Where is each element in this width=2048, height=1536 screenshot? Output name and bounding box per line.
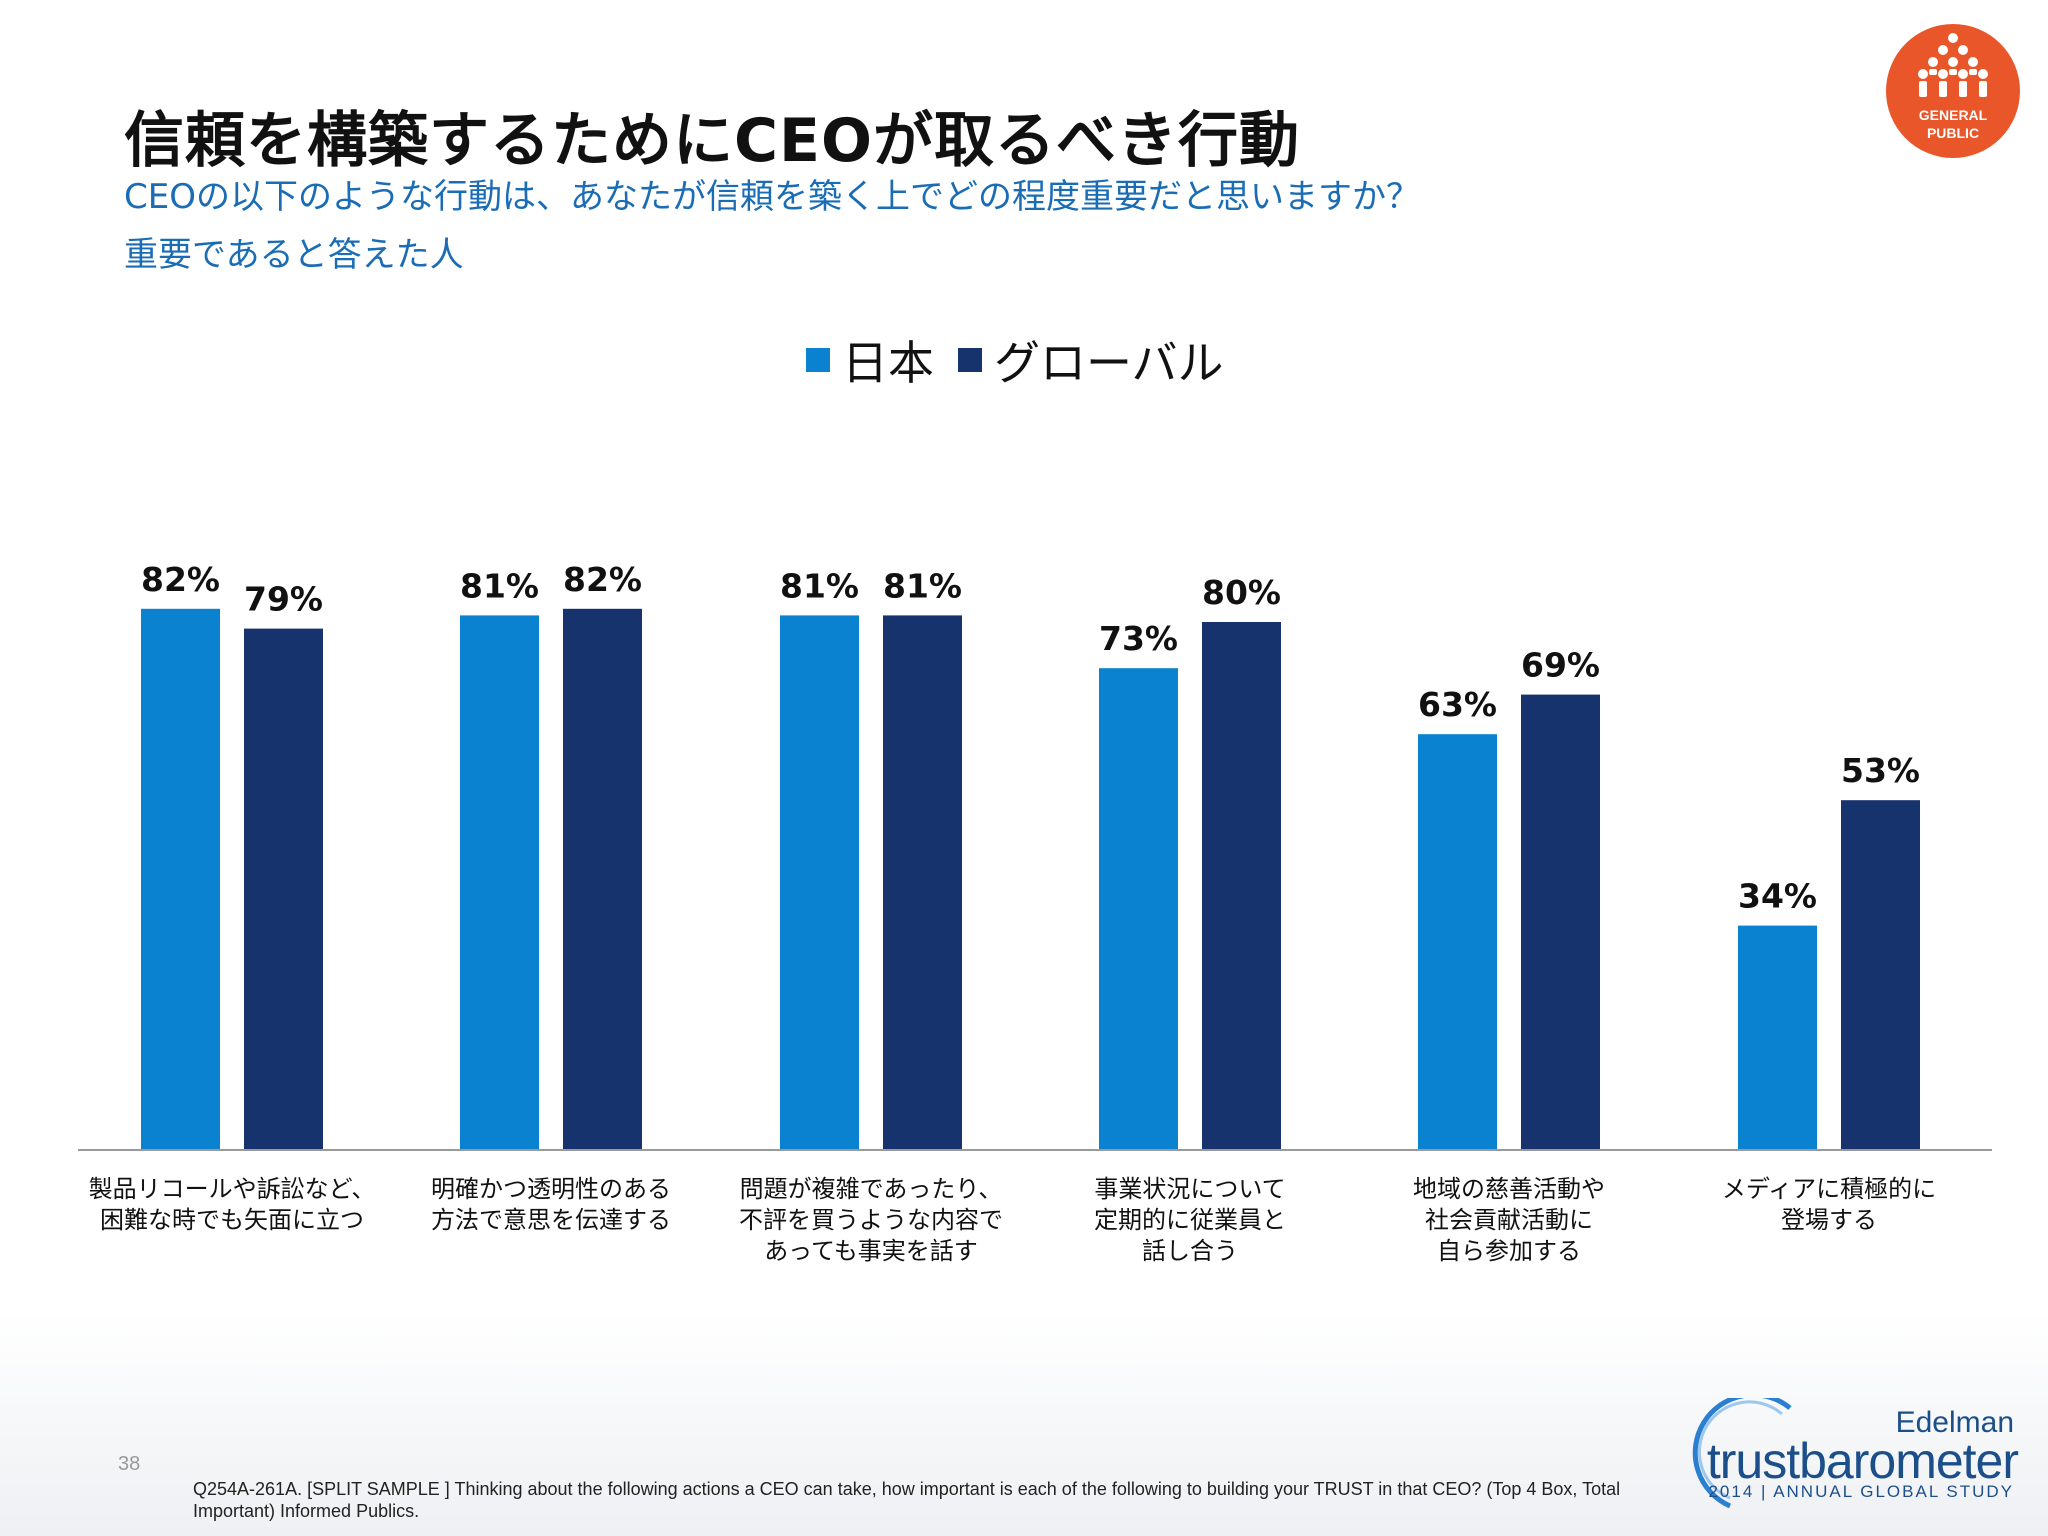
badge-label-line2: PUBLIC bbox=[1926, 125, 1980, 141]
category-label-3-1: 定期的に従業員と bbox=[1094, 1206, 1286, 1234]
bar-global-3 bbox=[1202, 622, 1281, 1150]
page-number: 38 bbox=[118, 1453, 141, 1475]
chart-legend: 日本 グローバル bbox=[806, 330, 1224, 390]
data-label-global-4: 69% bbox=[1521, 646, 1600, 685]
category-label-3-2: 話し合う bbox=[1142, 1237, 1238, 1265]
bar-japan-5 bbox=[1738, 925, 1817, 1150]
page-title: 信頼を構築するためにCEOが取るべき行動 bbox=[124, 106, 1301, 176]
bar-global-2 bbox=[883, 615, 962, 1150]
legend-item-japan: 日本 bbox=[806, 327, 934, 393]
data-label-global-1: 82% bbox=[563, 560, 642, 599]
category-label-4-1: 社会貢献活動に bbox=[1425, 1206, 1593, 1234]
category-label-4-0: 地域の慈善活動や bbox=[1413, 1175, 1605, 1203]
legend-swatch-global bbox=[958, 348, 982, 372]
general-public-badge: GENERAL PUBLIC bbox=[1886, 24, 2020, 158]
survey-footnote: Q254A-261A. [SPLIT SAMPLE ] Thinking abo… bbox=[193, 1479, 1621, 1521]
category-label-2-0: 問題が複雑であったり、 bbox=[740, 1175, 1003, 1203]
category-label-0-1: 困難な時でも矢面に立つ bbox=[100, 1206, 364, 1234]
subtitle-question: CEOの以下のような行動は、あなたが信頼を築く上でどの程度重要だと思いますか？ bbox=[124, 177, 1420, 217]
bar-japan-4 bbox=[1418, 734, 1497, 1150]
bar-global-5 bbox=[1841, 800, 1920, 1150]
legend-label-japan: 日本 bbox=[842, 336, 934, 390]
data-label-japan-2: 81% bbox=[780, 566, 859, 605]
bar-japan-0 bbox=[141, 608, 220, 1150]
brand-ring-icon bbox=[1692, 1398, 1792, 1508]
data-label-global-3: 80% bbox=[1202, 573, 1281, 612]
category-label-4-2: 自ら参加する bbox=[1437, 1237, 1581, 1265]
subtitle-note: 重要であると答えた人 bbox=[124, 235, 464, 275]
category-label-3-0: 事業状況について bbox=[1094, 1175, 1285, 1203]
category-label-0-0: 製品リコールや訴訟など、 bbox=[89, 1175, 376, 1203]
brand-product: trustbarometer bbox=[1706, 1433, 2019, 1489]
data-label-global-5: 53% bbox=[1841, 751, 1920, 790]
edelman-trustbarometer-logo: Edelman trustbarometer 2014 | ANNUAL GLO… bbox=[1690, 1398, 2020, 1508]
data-label-global-2: 81% bbox=[883, 566, 962, 605]
data-label-japan-0: 82% bbox=[141, 560, 220, 599]
legend-swatch-japan bbox=[806, 348, 830, 372]
badge-label: GENERAL PUBLIC bbox=[1886, 106, 2020, 142]
bar-chart: 82% 79% 製品リコールや訴訟など、困難な時でも矢面に立つ 81% 82% 明確かつ透… bbox=[78, 560, 1992, 1265]
data-label-global-0: 79% bbox=[244, 580, 323, 619]
bar-global-1 bbox=[563, 608, 642, 1150]
category-label-5-0: メディアに積極的に bbox=[1722, 1175, 1936, 1203]
brand-study: 2014 | ANNUAL GLOBAL STUDY bbox=[1708, 1482, 2014, 1501]
page-subtitle: CEOの以下のような行動は、あなたが信頼を築く上でどの程度重要だと思いますか？ … bbox=[124, 168, 1420, 284]
bar-japan-1 bbox=[460, 615, 539, 1150]
category-label-1-1: 方法で意思を伝達する bbox=[431, 1206, 671, 1234]
legend-label-global: グローバル bbox=[994, 336, 1224, 390]
legend-item-global: グローバル bbox=[958, 327, 1224, 393]
bar-global-0 bbox=[244, 628, 323, 1150]
footer-background bbox=[0, 1310, 2048, 1536]
bar-global-4 bbox=[1521, 694, 1600, 1150]
category-label-5-1: 登場する bbox=[1781, 1206, 1877, 1234]
category-label-2-2: あっても事実を話す bbox=[764, 1237, 978, 1265]
data-label-japan-3: 73% bbox=[1099, 619, 1178, 658]
bar-japan-2 bbox=[780, 615, 859, 1150]
data-label-japan-5: 34% bbox=[1738, 877, 1817, 916]
category-label-2-1: 不評を買うような内容で bbox=[739, 1206, 1003, 1234]
badge-label-line1: GENERAL bbox=[1918, 107, 1988, 123]
category-label-1-0: 明確かつ透明性のある bbox=[431, 1175, 671, 1203]
people-group-icon bbox=[1918, 33, 1988, 97]
bar-japan-3 bbox=[1099, 668, 1178, 1150]
data-label-japan-1: 81% bbox=[460, 566, 539, 605]
brand-name: Edelman bbox=[1895, 1406, 2014, 1439]
data-label-japan-4: 63% bbox=[1418, 685, 1497, 724]
